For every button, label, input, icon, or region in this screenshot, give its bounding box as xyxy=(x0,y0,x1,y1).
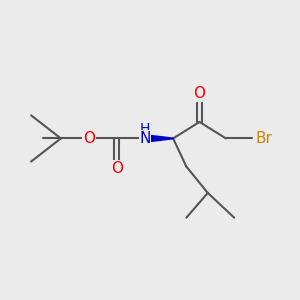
Polygon shape xyxy=(145,135,173,142)
Text: Br: Br xyxy=(256,131,273,146)
Text: H: H xyxy=(140,122,150,136)
Text: O: O xyxy=(83,131,95,146)
Text: O: O xyxy=(111,161,123,176)
Text: O: O xyxy=(194,86,206,101)
Text: N: N xyxy=(140,131,151,146)
